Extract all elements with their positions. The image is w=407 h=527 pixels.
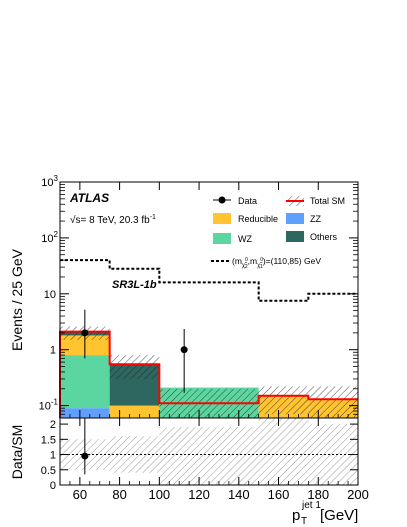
- experiment-label: ATLAS: [69, 191, 109, 205]
- energy-label-sup: -1: [150, 214, 156, 221]
- legend-wz-label: WZ: [238, 234, 252, 244]
- bar-zz-0: [60, 408, 110, 418]
- ratio-tick-label-4: 2: [50, 419, 56, 431]
- signal-line: [60, 259, 358, 302]
- legend-data-label: Data: [238, 196, 257, 206]
- axes: 60 80 100 120 140 160 180 200 10-1 1 10 102 103 0 0.5 1…: [39, 174, 369, 502]
- band-bin-4: [308, 386, 358, 418]
- x-axis-label: p T jet 1 [GeV]: [292, 500, 358, 527]
- y-tick-label-1000: 103: [41, 174, 58, 189]
- legend-zz-label: ZZ: [310, 214, 321, 224]
- x-tick-label-100: 100: [148, 487, 170, 502]
- ratio-tick-label-0: 0: [50, 480, 56, 492]
- bar-reducible-1: [109, 405, 160, 418]
- y-tick-label-100: 102: [41, 230, 58, 245]
- energy-label: √s= 8 TeV, 20.3 fb-1: [70, 214, 156, 226]
- x-tick-label-160: 160: [268, 487, 290, 502]
- x-axis-label-sup: jet 1: [301, 500, 321, 511]
- data-point-1: [180, 346, 188, 354]
- ratio-y-axis-label: Data/SM: [9, 425, 25, 479]
- legend: Data Total SM Reducible ZZ WZ Others (mχ…: [211, 196, 345, 270]
- ratio-tick-label-3: 1.5: [41, 434, 56, 446]
- y-axis-label: Events / 25 GeV: [9, 248, 25, 351]
- x-axis-label-unit: [GeV]: [320, 507, 358, 524]
- signal-step: [60, 259, 358, 302]
- x-axis-label-sub: T: [301, 516, 307, 527]
- x-tick-label-200: 200: [347, 487, 369, 502]
- bar-wz-0: [60, 355, 110, 409]
- band-bin-3: [258, 386, 309, 415]
- data-point-0: [81, 329, 89, 337]
- legend-reducible: Reducible: [213, 213, 278, 224]
- legend-wz: WZ: [213, 233, 252, 244]
- ratio-tick-label-2: 1: [50, 450, 56, 462]
- energy-label-text: √s= 8 TeV, 20.3 fb: [70, 214, 150, 226]
- legend-signal: (mχ̃0 2,mχ̃0 1)=(110,85) GeV: [211, 256, 321, 270]
- legend-signal-label: (mχ̃0 2,mχ̃0 1)=(110,85) GeV: [232, 256, 321, 270]
- x-tick-label-80: 80: [112, 487, 126, 502]
- x-tick-label-60: 60: [73, 487, 87, 502]
- y-tick-label-10: 10: [44, 289, 56, 301]
- x-tick-label-180: 180: [307, 487, 329, 502]
- total-sm-step: [59, 330, 358, 418]
- ratio-point-0: [81, 452, 89, 460]
- legend-reducible-label: Reducible: [238, 214, 278, 224]
- ratio-band: [60, 418, 358, 485]
- legend-data: Data: [213, 196, 257, 206]
- legend-others-label: Others: [310, 232, 338, 242]
- ratio-tick-label-1: 0.5: [41, 465, 56, 477]
- region-label: SR3L-1b: [112, 279, 157, 291]
- x-tick-label-120: 120: [188, 487, 210, 502]
- ratio-points: [81, 418, 89, 475]
- ratio-band-bin-2: [159, 427, 259, 485]
- x-tick-label-140: 140: [228, 487, 250, 502]
- legend-others: Others: [286, 231, 338, 242]
- y-tick-label-0.1: 10-1: [39, 398, 59, 413]
- y-tick-label-1: 1: [50, 345, 56, 357]
- ratio-band-bin-3: [258, 418, 309, 485]
- total-sm-line: [59, 330, 358, 418]
- legend-total-sm-label: Total SM: [310, 196, 345, 206]
- legend-total-sm: Total SM: [286, 196, 345, 206]
- band-bin-1: [109, 355, 160, 379]
- legend-zz: ZZ: [286, 213, 321, 224]
- data-points: [81, 309, 188, 393]
- x-axis-label-main: p: [292, 507, 300, 524]
